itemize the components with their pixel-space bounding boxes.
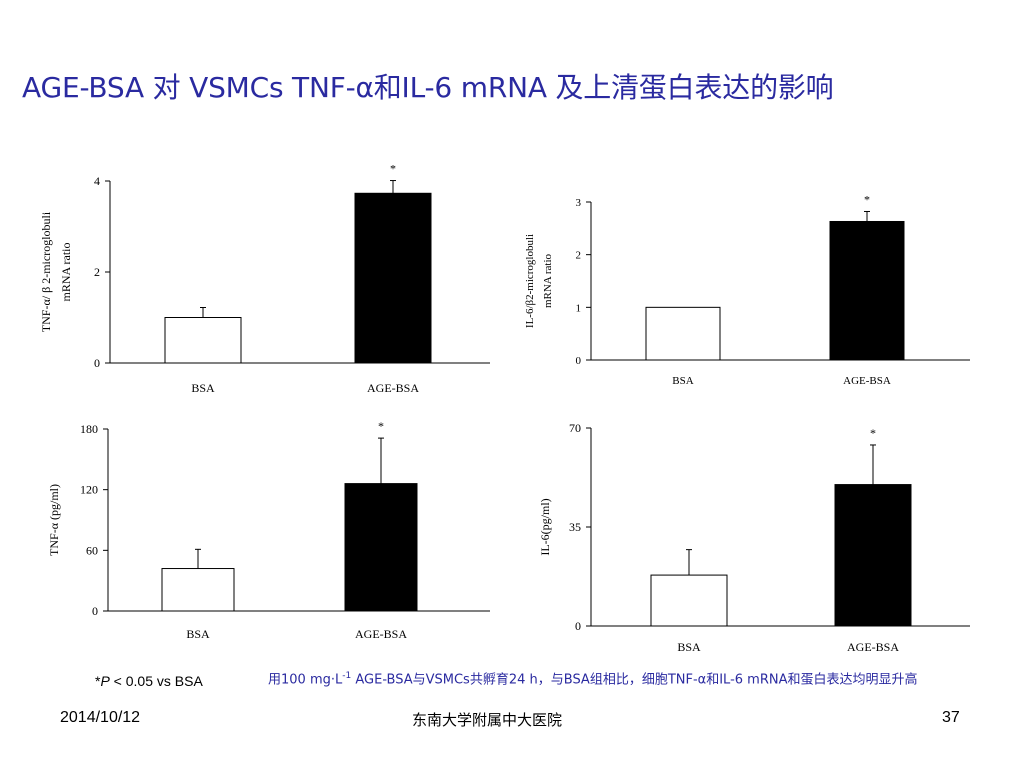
category-label: AGE-BSA	[847, 640, 899, 654]
bar-age-bsa	[834, 484, 912, 627]
category-label: BSA	[677, 640, 701, 654]
y-axis-label: TNF-α/ β 2-microglobuli	[39, 211, 53, 332]
y-tick-label: 0	[92, 604, 98, 618]
footnote-text: < 0.05 vs BSA	[109, 673, 203, 689]
category-label: BSA	[672, 375, 693, 387]
y-tick-label: 0	[576, 355, 582, 367]
bar-age-bsa	[829, 220, 905, 361]
y-axis-label: IL-6/β2-microglobuli	[524, 234, 536, 328]
caption-text-pre: 用100 mg·L	[268, 672, 343, 688]
y-axis-label-line2: mRNA ratio	[59, 243, 73, 302]
y-axis-label-line2: mRNA ratio	[542, 253, 554, 308]
category-label: AGE-BSA	[355, 627, 407, 641]
category-label: BSA	[186, 627, 210, 641]
y-tick-label: 3	[576, 197, 582, 209]
chart-il6-mrna: 0 1 2 3 IL-6/β2-microglobuli mRNA ratio BSA * AG…	[524, 192, 970, 387]
chart-tnf-mrna: 0 2 4 TNF-α/ β 2-microglobuli mRNA ratio BSA *…	[39, 162, 490, 395]
bar-bsa	[164, 317, 242, 364]
slide-title: AGE-BSA 对 VSMCs TNF-α和IL-6 mRNA 及上清蛋白表达的…	[22, 71, 834, 104]
footnote-p: P	[100, 673, 110, 689]
y-axis-label: TNF-α (pg/ml)	[47, 484, 61, 556]
chart-tnf-protein: 0 60 120 180 TNF-α (pg/ml) BSA * AGE-BSA	[47, 419, 490, 641]
y-tick-label: 0	[94, 356, 100, 370]
significance-mark: *	[390, 162, 396, 176]
bar-age-bsa	[344, 483, 418, 612]
y-tick-label: 70	[569, 421, 581, 435]
footnote-star: *	[95, 673, 101, 689]
y-tick-label: 4	[94, 174, 100, 188]
y-tick-label: 1	[576, 302, 582, 314]
y-axis-label: IL-6(pg/ml)	[538, 498, 552, 555]
category-label: BSA	[191, 381, 215, 395]
footer-date: 2014/10/12	[60, 709, 141, 726]
y-tick-label: 60	[86, 543, 98, 557]
bar-bsa	[161, 568, 235, 612]
bar-bsa	[645, 306, 721, 361]
y-tick-label: 2	[576, 250, 582, 262]
significance-mark: *	[864, 192, 870, 206]
significance-mark: *	[870, 426, 876, 440]
y-tick-label: 180	[80, 422, 98, 436]
category-label: AGE-BSA	[367, 381, 419, 395]
y-tick-label: 2	[94, 265, 100, 279]
chart-il6-protein: 0 35 70 IL-6(pg/ml) BSA * AGE-BSA	[538, 421, 970, 654]
category-label: AGE-BSA	[843, 375, 891, 387]
bar-bsa	[650, 574, 728, 627]
slide-caption: 用100 mg·L-1 AGE-BSA与VSMCs共孵育24 h，与BSA组相比…	[268, 667, 1018, 689]
y-tick-label: 35	[569, 520, 581, 534]
y-tick-label: 120	[80, 483, 98, 497]
footer-page-number: 37	[942, 709, 960, 726]
footer-organization: 东南大学附属中大医院	[412, 711, 563, 729]
caption-superscript: -1	[342, 671, 352, 681]
significance-footnote: *P < 0.05 vs BSA	[95, 673, 203, 689]
caption-text-post: AGE-BSA与VSMCs共孵育24 h，与BSA组相比，细胞TNF-α和IL-…	[351, 672, 918, 688]
y-tick-label: 0	[575, 619, 581, 633]
significance-mark: *	[378, 419, 384, 433]
bar-age-bsa	[354, 192, 432, 364]
